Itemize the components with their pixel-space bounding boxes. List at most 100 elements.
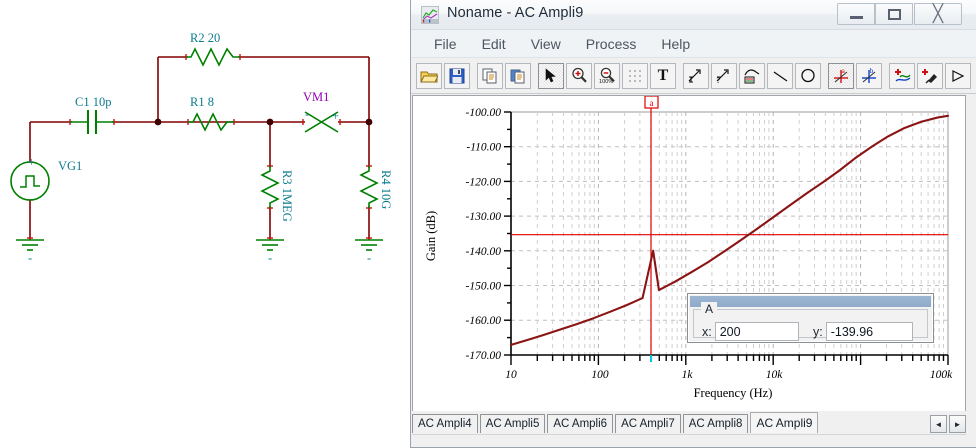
- window-title: Noname - AC Ampli9: [447, 5, 584, 21]
- window-titlebar[interactable]: Noname - AC Ampli9 ╳: [411, 0, 976, 30]
- cursor-a-marker-label: a: [650, 98, 654, 108]
- menu-edit[interactable]: Edit: [481, 35, 506, 52]
- cursor-a-lines[interactable]: a: [511, 96, 948, 362]
- statusbar: [412, 434, 966, 447]
- tabbar[interactable]: AC Ampli4 AC Ampli5 AC Ampli6 AC Ampli7 …: [412, 411, 966, 433]
- c1-label: C1 10p: [75, 95, 111, 109]
- r1-label: R1 8: [190, 95, 214, 109]
- menu-view[interactable]: View: [530, 35, 561, 52]
- grid-icon: [629, 69, 641, 82]
- chart-app-icon: [421, 6, 439, 24]
- open-icon: [420, 71, 438, 82]
- cursor-a-button[interactable]: a: [828, 62, 854, 89]
- curve-table-icon: [743, 68, 759, 83]
- resistor-r4[interactable]: [359, 166, 379, 208]
- menubar[interactable]: File Edit View Process Help: [411, 30, 976, 58]
- xtick-3: 10k: [766, 369, 784, 381]
- x-axis: [510, 354, 949, 365]
- schematic-panel[interactable]: + VG1 - - - C1 10p R1 8 R2 20: [0, 0, 410, 448]
- voltmeter-vm1[interactable]: [304, 111, 339, 133]
- open-button[interactable]: [416, 62, 442, 89]
- zoom-in-button[interactable]: [566, 62, 592, 89]
- capacitor-c1[interactable]: [70, 110, 114, 134]
- curve-tool-button[interactable]: [683, 62, 709, 89]
- gnd-vg1-minus: -: [28, 251, 32, 265]
- pin-marks: [27, 54, 372, 239]
- ytick-0: -100.00: [466, 107, 502, 119]
- vm1-minus-sign: -: [305, 107, 309, 121]
- paste-button[interactable]: [505, 62, 531, 89]
- plot-canvas[interactable]: -100.00 -110.00 -120.00 -130.00 -140.00 …: [412, 95, 966, 413]
- minimize-button[interactable]: [837, 3, 875, 25]
- ytick-5: -150.00: [466, 281, 502, 293]
- curve-query-button[interactable]: ?: [711, 62, 737, 89]
- resistor-r3[interactable]: [260, 166, 280, 208]
- cursor-readout-box[interactable]: A x: 200 y: -139.96: [687, 293, 934, 343]
- tab-ac-ampli5[interactable]: AC Ampli5: [479, 414, 546, 433]
- probe-button[interactable]: [917, 62, 943, 89]
- tab-ac-ampli7[interactable]: AC Ampli7: [615, 414, 681, 433]
- paste-icon: [510, 69, 525, 83]
- r2-label: R2 20: [190, 31, 220, 45]
- maximize-icon: [887, 8, 901, 20]
- xtick-1: 100: [591, 369, 609, 381]
- ytick-2: -120.00: [466, 176, 502, 188]
- maximize-button[interactable]: [875, 3, 913, 25]
- svg-text:100%: 100%: [599, 79, 613, 84]
- voltage-source-vg1[interactable]: [10, 161, 50, 201]
- add-trace-button[interactable]: [889, 62, 915, 89]
- curve-tool-icon: [688, 68, 701, 83]
- readout-y-value[interactable]: -139.96: [825, 322, 913, 341]
- readout-y-label: y:: [813, 324, 823, 339]
- wire-net: [29, 56, 370, 240]
- ytick-3: -130.00: [466, 211, 502, 223]
- zoom-100-button[interactable]: 100%: [594, 62, 620, 89]
- xtick-2: 1k: [682, 369, 694, 381]
- probe-icon: [922, 68, 937, 83]
- save-button[interactable]: [444, 62, 470, 89]
- svg-text:?: ?: [716, 76, 720, 84]
- toolbar[interactable]: 100% T: [411, 58, 976, 94]
- close-button[interactable]: ╳: [914, 3, 962, 25]
- curve-query-icon: ?: [716, 68, 729, 84]
- run-button[interactable]: [945, 62, 971, 89]
- svg-text:a: a: [842, 67, 846, 75]
- readout-group: A x: 200 y: -139.96: [693, 302, 928, 341]
- line-icon: [773, 70, 787, 82]
- grid-button[interactable]: [622, 62, 648, 89]
- bode-plot[interactable]: -100.00 -110.00 -120.00 -130.00 -140.00 …: [413, 96, 966, 413]
- ellipse-tool-button[interactable]: [795, 62, 821, 89]
- schematic-drawing[interactable]: + VG1 - - - C1 10p R1 8 R2 20: [0, 0, 410, 448]
- tab-ac-ampli6[interactable]: AC Ampli6: [547, 414, 614, 433]
- readout-x-value[interactable]: 200: [714, 322, 799, 341]
- ground-symbols: [16, 239, 383, 251]
- svg-text:b: b: [870, 67, 874, 75]
- gnd-r4-minus: -: [367, 251, 371, 265]
- zoom-in-icon: [571, 67, 587, 83]
- ellipse-icon: [801, 68, 815, 83]
- menu-help[interactable]: Help: [661, 35, 691, 52]
- copy-button[interactable]: [477, 62, 503, 89]
- resistor-r1[interactable]: [188, 112, 234, 132]
- tab-scroll-right-button[interactable]: ►: [949, 415, 966, 433]
- curve-table-button[interactable]: [739, 62, 765, 89]
- line-tool-button[interactable]: [767, 62, 793, 89]
- text-tool-button[interactable]: T: [650, 62, 676, 89]
- tab-ac-ampli8[interactable]: AC Ampli8: [682, 414, 749, 433]
- resistor-r2[interactable]: [186, 47, 240, 67]
- tab-ac-ampli4[interactable]: AC Ampli4: [412, 414, 478, 433]
- readout-group-label: A: [701, 302, 718, 316]
- cursor-b-icon: b: [862, 67, 876, 83]
- tab-scroll-left-button[interactable]: ◄: [930, 415, 947, 433]
- pointer-tool-button[interactable]: [538, 62, 564, 89]
- text-icon: T: [657, 66, 669, 84]
- menu-process[interactable]: Process: [585, 35, 637, 52]
- plot-window[interactable]: Noname - AC Ampli9 ╳ File Edit View Proc…: [410, 0, 976, 448]
- menu-file[interactable]: File: [434, 35, 457, 52]
- save-icon: [449, 68, 465, 83]
- ytick-1: -110.00: [466, 142, 501, 154]
- readout-x-label: x:: [702, 324, 712, 339]
- cursor-b-button[interactable]: b: [856, 62, 882, 89]
- minimize-icon: [849, 16, 863, 19]
- tab-ac-ampli9[interactable]: AC Ampli9: [750, 412, 819, 433]
